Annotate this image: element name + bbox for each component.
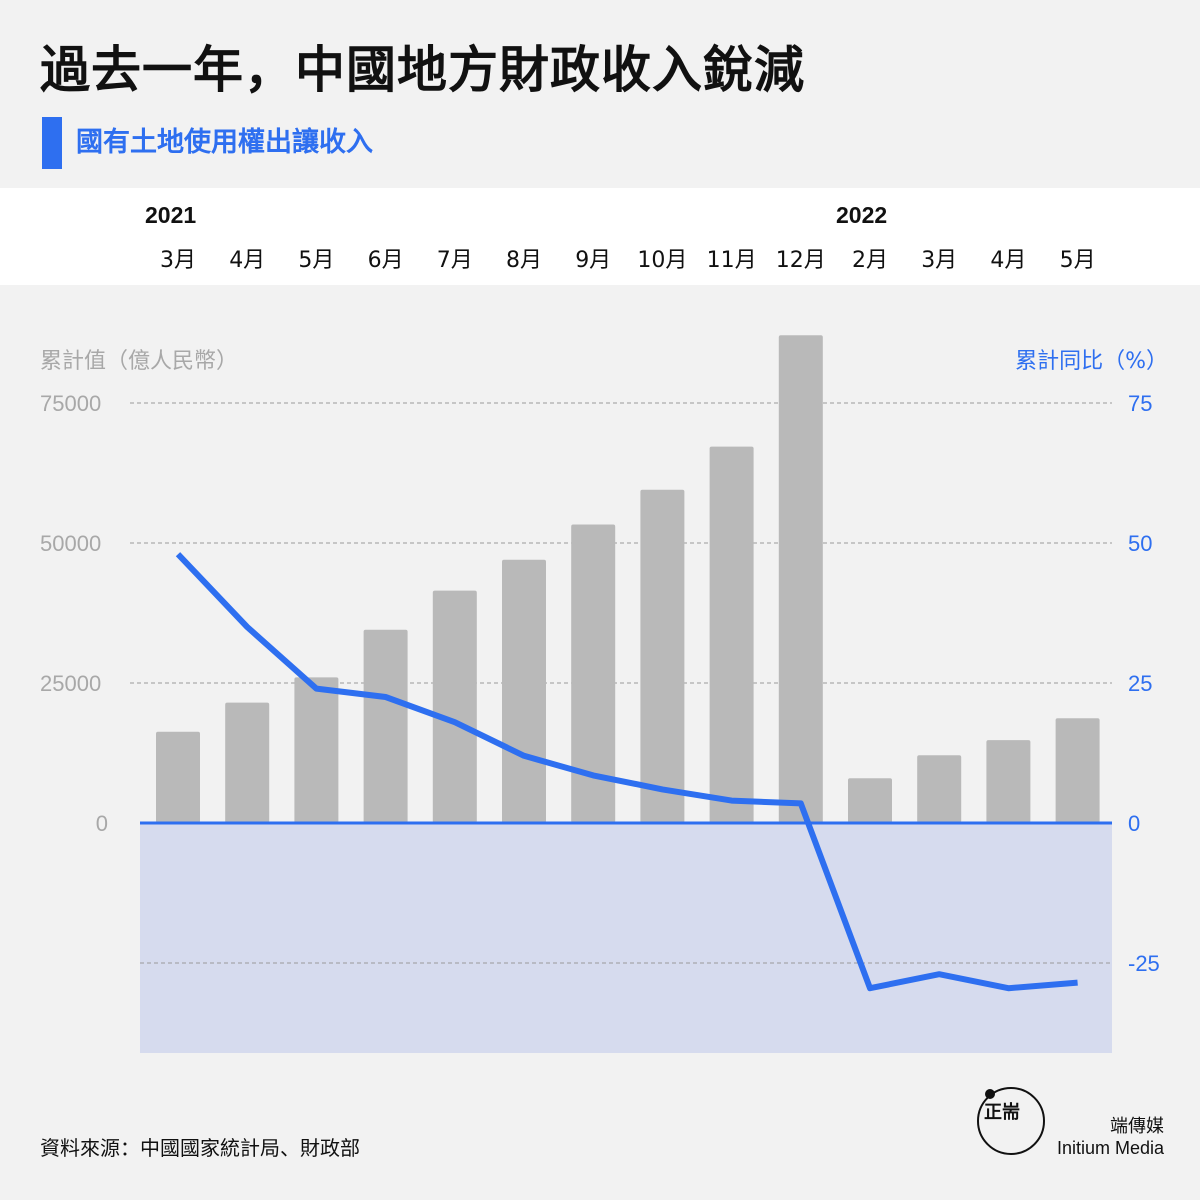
brand-name-chinese: 端傳媒 — [1110, 1116, 1164, 1137]
left-tick-label: 75000 — [40, 391, 101, 416]
left-tick-label: 25000 — [40, 671, 101, 696]
left-axis-title: 累計值（億人民幣） — [40, 349, 238, 374]
year-label-2021: 2021 — [145, 202, 197, 228]
bar-cumulative-value — [363, 629, 408, 823]
right-axis-title: 累計同比（%） — [1015, 349, 1168, 374]
source-note: 資料來源：中國國家統計局、財政部 — [40, 1136, 360, 1160]
chart-subtitle: 國有土地使用權出讓收入 — [76, 127, 373, 158]
month-label: 12月 — [775, 248, 826, 273]
bar-cumulative-value — [432, 590, 477, 823]
bar-cumulative-value — [709, 446, 754, 823]
bar-cumulative-value — [917, 755, 962, 823]
logo-glyph: 正耑 — [984, 1102, 1020, 1123]
bar-cumulative-value — [156, 731, 200, 823]
logo-dot — [985, 1089, 995, 1099]
bar-cumulative-value — [225, 702, 270, 823]
month-label: 11月 — [706, 248, 757, 273]
initium-logo — [977, 1087, 1045, 1155]
page-title: 過去一年，中國地方財政收入銳減 — [40, 41, 805, 99]
bar-cumulative-value — [848, 778, 892, 823]
month-label: 2月 — [852, 248, 888, 273]
year-label-2022: 2022 — [836, 202, 888, 228]
left-tick-label: 50000 — [40, 531, 101, 556]
right-tick-label: -25 — [1128, 951, 1160, 976]
month-label: 4月 — [990, 248, 1027, 273]
revenue-chart: 累計值（億人民幣） 累計同比（%） 0 25000 50000 75000 -25 0 25 50… — [40, 335, 1168, 1053]
bar-cumulative-value — [1055, 718, 1100, 823]
month-label: 9月 — [575, 248, 612, 273]
line-yoy-change — [175, 552, 1078, 992]
right-tick-label: 25 — [1128, 671, 1152, 696]
month-label: 3月 — [921, 248, 958, 273]
subtitle-accent-bar — [42, 117, 62, 169]
month-header-band — [0, 188, 1200, 285]
bar-cumulative-value — [502, 559, 546, 823]
month-label: 4月 — [229, 248, 266, 273]
month-label: 6月 — [367, 248, 404, 273]
month-label: 8月 — [506, 248, 542, 273]
bar-cumulative-value — [986, 740, 1031, 823]
bar-cumulative-value — [640, 489, 685, 823]
right-tick-label: 50 — [1128, 531, 1152, 556]
month-label: 5月 — [1059, 248, 1096, 273]
month-label: 5月 — [298, 248, 335, 273]
brand-name-english: Initium Media — [1056, 1138, 1164, 1158]
bar-cumulative-value — [294, 677, 339, 823]
bar-cumulative-value — [571, 524, 616, 823]
month-label: 10月 — [637, 248, 688, 273]
right-tick-label: 75 — [1128, 391, 1152, 416]
right-tick-label: 0 — [1128, 811, 1140, 836]
bar-cumulative-value — [778, 335, 823, 823]
month-label: 7月 — [436, 248, 473, 273]
month-label: 3月 — [160, 248, 196, 273]
negative-zone — [140, 823, 1112, 1053]
left-tick-label: 0 — [96, 811, 108, 836]
